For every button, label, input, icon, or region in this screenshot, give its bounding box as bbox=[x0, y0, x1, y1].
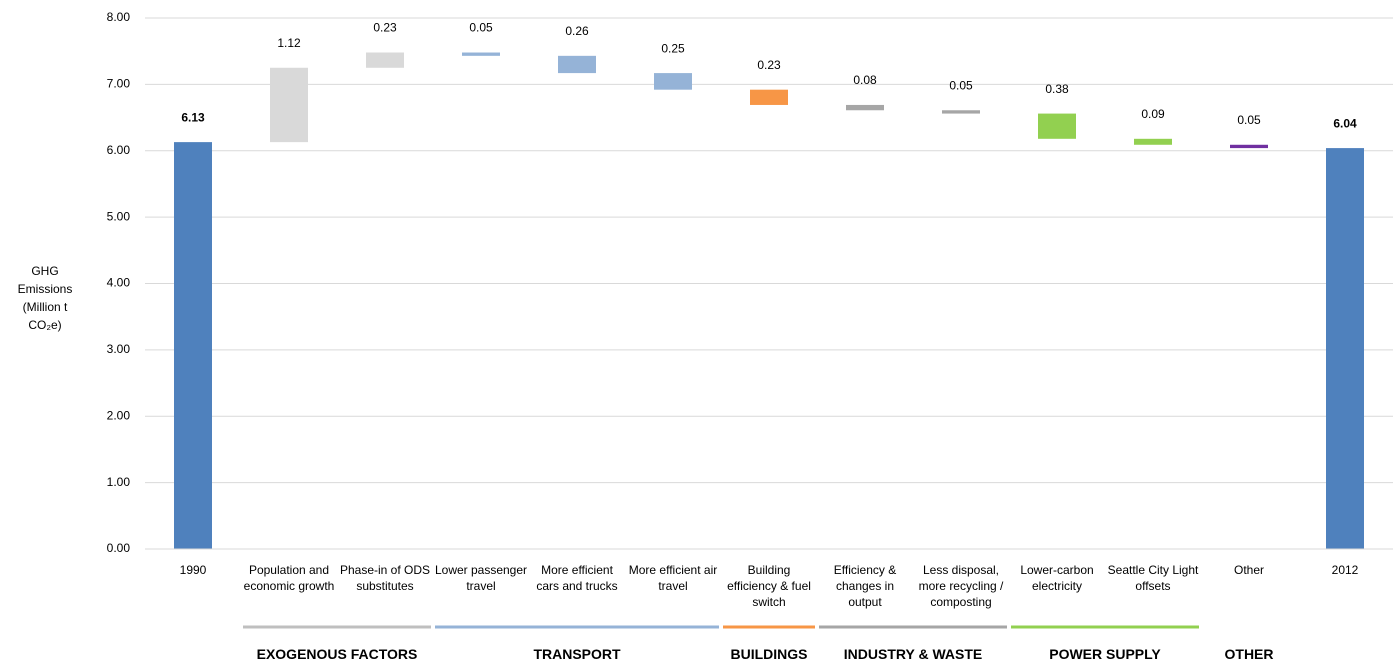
value-label: 0.38 bbox=[1045, 82, 1069, 96]
group-label: OTHER bbox=[1224, 646, 1274, 662]
bar bbox=[558, 55, 596, 74]
y-tick-label: 7.00 bbox=[107, 77, 131, 91]
value-label: 0.26 bbox=[565, 24, 589, 38]
group-label: TRANSPORT bbox=[533, 646, 621, 662]
bar bbox=[462, 52, 500, 56]
group-label: EXOGENOUS FACTORS bbox=[256, 646, 418, 662]
x-tick-label: More efficient cars and trucks bbox=[536, 563, 618, 593]
x-tick-label: Phase-in of ODS substitutes bbox=[339, 563, 431, 593]
y-tick-label: 1.00 bbox=[107, 475, 131, 489]
x-tick-label: Building efficiency & fuel switch bbox=[727, 563, 811, 609]
x-tick-label: 1990 bbox=[179, 563, 207, 577]
value-label: 0.05 bbox=[469, 21, 493, 35]
bar bbox=[174, 142, 212, 549]
x-tick-label: Less disposal, more recycling / composti… bbox=[918, 563, 1004, 609]
bar bbox=[1134, 138, 1172, 145]
value-label: 0.05 bbox=[1237, 113, 1261, 127]
group-label: BUILDINGS bbox=[730, 646, 808, 662]
bar bbox=[942, 110, 980, 114]
y-tick-label: 6.00 bbox=[107, 143, 131, 157]
group-label: INDUSTRY & WASTE bbox=[843, 646, 983, 662]
bar bbox=[270, 67, 308, 143]
x-tick-label: Population and economic growth bbox=[243, 563, 335, 593]
bar bbox=[846, 104, 884, 111]
value-label: 6.04 bbox=[1333, 116, 1357, 130]
y-tick-label: 5.00 bbox=[107, 209, 131, 223]
value-label: 0.08 bbox=[853, 73, 877, 87]
x-tick-label: Lower passenger travel bbox=[434, 563, 528, 593]
value-label: 0.05 bbox=[949, 78, 973, 92]
value-label: 0.09 bbox=[1141, 107, 1165, 121]
x-tick-label: More efficient air travel bbox=[628, 563, 718, 593]
x-tick-label: Seattle City Light offsets bbox=[1107, 563, 1199, 593]
x-tick-label: Efficiency & changes in output bbox=[833, 563, 897, 609]
y-tick-label: 2.00 bbox=[107, 408, 131, 422]
y-tick-label: 0.00 bbox=[107, 541, 131, 555]
y-tick-label: 8.00 bbox=[107, 10, 131, 24]
bar bbox=[1326, 148, 1364, 549]
value-label: 1.12 bbox=[277, 36, 301, 50]
value-label: 0.23 bbox=[757, 58, 781, 72]
group-label: POWER SUPPLY bbox=[1049, 646, 1161, 662]
y-tick-label: 4.00 bbox=[107, 276, 131, 290]
y-axis-label: GHG Emissions (Million t CO₂e) bbox=[17, 264, 73, 332]
value-label: 6.13 bbox=[181, 110, 205, 124]
y-tick-label: 3.00 bbox=[107, 342, 131, 356]
x-tick-label: 2012 bbox=[1331, 563, 1359, 577]
bar bbox=[366, 52, 404, 68]
bar bbox=[654, 73, 692, 90]
bar bbox=[1230, 144, 1268, 149]
bar bbox=[750, 89, 788, 105]
value-label: 0.23 bbox=[373, 21, 397, 35]
x-tick-label: Other bbox=[1233, 563, 1264, 577]
value-label: 0.25 bbox=[661, 41, 685, 55]
x-tick-label: Lower-carbon electricity bbox=[1020, 563, 1094, 593]
bar bbox=[1038, 113, 1076, 139]
